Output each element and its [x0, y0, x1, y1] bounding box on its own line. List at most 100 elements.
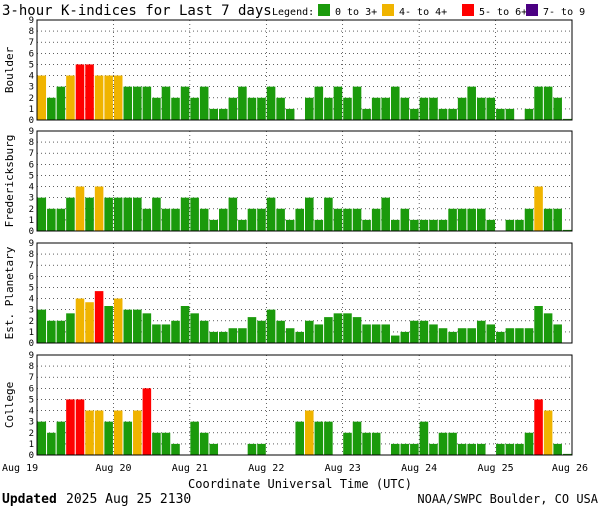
k-index-bar [104, 306, 113, 343]
k-index-bar [390, 86, 400, 120]
k-index-bar [161, 324, 171, 343]
k-index-bar [180, 306, 190, 343]
k-index-bar [543, 313, 553, 343]
k-index-bar [219, 208, 228, 231]
y-tick-label: 2 [29, 205, 34, 215]
k-index-bar [324, 421, 333, 455]
k-index-bar [314, 324, 324, 343]
legend-item-label: 5- to 6+ [479, 7, 527, 18]
y-tick-label: 5 [29, 283, 34, 293]
k-index-bar [75, 64, 85, 120]
panels: 0123456789Boulder0123456789Fredericksbur… [3, 16, 573, 461]
panel-name: Est. Planetary [3, 246, 16, 339]
legend-item-label: 4- to 4+ [399, 7, 447, 18]
y-tick-label: 4 [29, 407, 34, 417]
k-index-bar [180, 197, 190, 231]
k-index-bar [266, 86, 276, 120]
x-tick-label: Aug 25 [478, 463, 514, 474]
y-tick-label: 9 [29, 16, 34, 26]
y-tick-label: 1 [29, 440, 34, 450]
k-index-bar [390, 335, 400, 343]
k-index-bar [496, 331, 505, 343]
y-tick-label: 8 [29, 27, 34, 37]
k-index-bar [113, 298, 123, 343]
k-index-bar [247, 443, 257, 455]
k-index-bar [343, 97, 352, 120]
k-index-bar [276, 208, 285, 231]
chart-title: 3-hour K-indices for Last 7 days [2, 3, 272, 19]
k-index-bar [457, 443, 467, 455]
k-index-bar [543, 86, 553, 120]
k-index-bar [467, 443, 476, 455]
k-index-bar [295, 421, 304, 455]
x-axis-label: Coordinate Universal Time (UTC) [188, 477, 412, 491]
updated-label: Updated [2, 492, 57, 507]
k-index-bar [37, 421, 47, 455]
k-index-bar [333, 313, 343, 343]
k-index-bar [85, 410, 94, 455]
k-index-bar [56, 208, 66, 231]
k-index-bar [448, 331, 457, 343]
k-index-bar [190, 97, 199, 120]
k-index-bar [562, 229, 572, 231]
k-index-bar [209, 443, 219, 455]
y-tick-label: 9 [29, 127, 34, 137]
k-index-bar [94, 291, 104, 343]
legend-label: Legend: [272, 7, 314, 18]
k-index-bar [390, 219, 400, 231]
k-index-bar [429, 97, 438, 120]
y-tick-label: 1 [29, 105, 34, 115]
legend-item-label: 7- to 9 [543, 7, 585, 18]
k-index-bar [467, 208, 476, 231]
k-index-bar [419, 421, 429, 455]
k-index-bar [381, 197, 390, 231]
k-index-bar [190, 421, 199, 455]
k-index-bar [75, 298, 85, 343]
k-index-bar [419, 97, 429, 120]
k-index-bar [438, 432, 448, 455]
x-tick-label: Aug 20 [95, 463, 131, 474]
k-index-bar [352, 86, 362, 120]
k-index-bar [371, 97, 381, 120]
k-index-bar [66, 399, 75, 455]
y-tick-label: 2 [29, 317, 34, 327]
k-index-bar [515, 328, 524, 343]
k-index-bar [171, 443, 180, 455]
k-index-bar [199, 208, 209, 231]
k-index-bar [534, 86, 543, 120]
k-index-bar [199, 86, 209, 120]
k-index-bar [47, 97, 56, 120]
k-index-bar [505, 328, 515, 343]
k-index-bar [94, 186, 104, 231]
k-index-bar [238, 328, 247, 343]
k-index-bar [429, 219, 438, 231]
k-index-bar [362, 324, 371, 343]
k-index-bar [333, 208, 343, 231]
k-index-bar [199, 432, 209, 455]
panel-name: College [3, 382, 16, 428]
y-tick-label: 9 [29, 239, 34, 249]
k-index-bar [247, 97, 257, 120]
k-index-bar [219, 331, 228, 343]
y-tick-label: 6 [29, 272, 34, 282]
k-index-bar [66, 75, 75, 120]
x-tick-label: Aug 24 [401, 463, 437, 474]
k-index-bar [381, 97, 390, 120]
y-tick-label: 2 [29, 429, 34, 439]
k-index-bar [133, 410, 142, 455]
k-index-bar [314, 86, 324, 120]
k-index-bar [457, 97, 467, 120]
k-index-bar [438, 219, 448, 231]
x-tick-label: Aug 21 [172, 463, 208, 474]
k-index-bar [505, 219, 515, 231]
k-index-bar [199, 320, 209, 343]
k-index-bar [305, 197, 314, 231]
k-index-bar [66, 197, 75, 231]
k-index-bar [228, 328, 238, 343]
y-tick-label: 8 [29, 362, 34, 372]
k-index-bar [266, 197, 276, 231]
k-index-bar [171, 97, 180, 120]
k-index-bar [419, 320, 429, 343]
k-index-bar [37, 309, 47, 343]
k-index-bar [94, 410, 104, 455]
